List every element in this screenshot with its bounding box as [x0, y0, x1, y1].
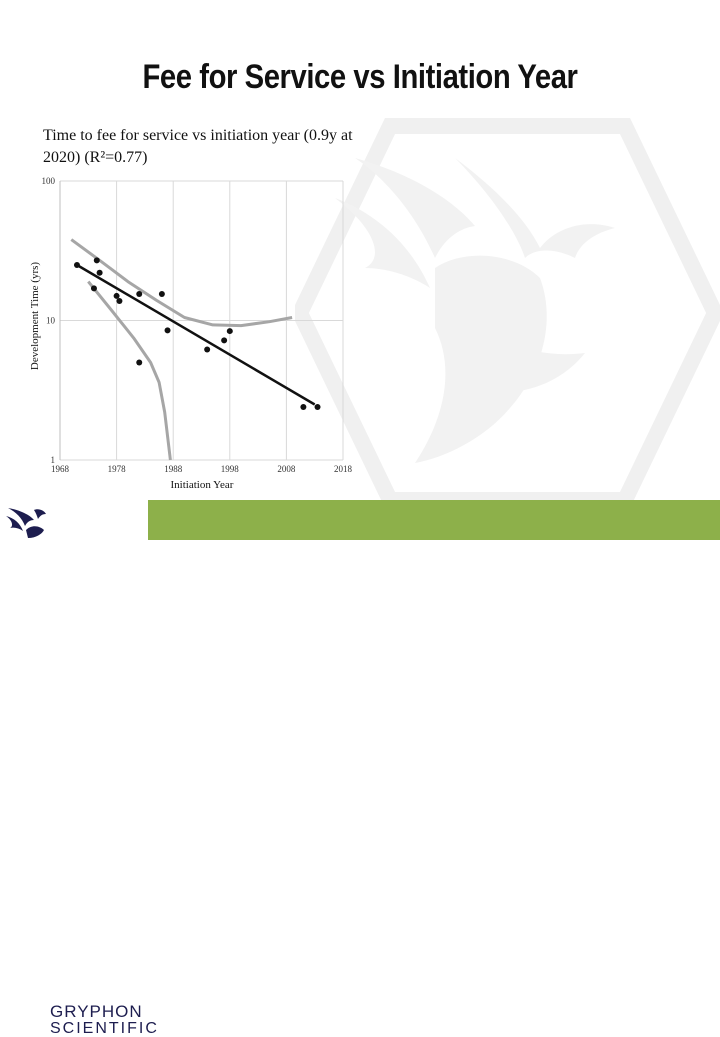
data-point	[314, 403, 321, 410]
trend-line-path	[76, 263, 316, 406]
chart-title: Time to fee for service vs initiation ye…	[43, 127, 353, 166]
gryphon-icon	[6, 508, 46, 538]
data-point	[93, 257, 100, 264]
data-point	[158, 290, 165, 297]
trend-line	[76, 263, 316, 406]
y-tick-label: 10	[46, 316, 56, 326]
confidence-bands	[70, 238, 293, 461]
y-tick-label: 1	[51, 455, 56, 465]
x-tick-label: 2018	[334, 464, 353, 474]
data-point	[90, 285, 97, 292]
data-point	[164, 327, 171, 334]
data-point	[113, 292, 120, 299]
slide-title: Fee for Service vs Initiation Year	[142, 58, 578, 96]
data-point	[136, 290, 143, 297]
data-point	[116, 297, 123, 304]
y-tick-label: 100	[42, 176, 56, 186]
logo-subtitle: SCIENTIFIC	[50, 1020, 159, 1037]
x-tick-label: 2008	[277, 464, 296, 474]
data-point	[96, 269, 103, 276]
x-tick-label: 1978	[108, 464, 127, 474]
logo-name: GRYPHON	[50, 1002, 143, 1021]
x-tick-label: 1988	[164, 464, 183, 474]
data-point	[226, 328, 233, 335]
x-axis-label: Initiation Year	[171, 479, 234, 491]
y-axis-label: Development Time (yrs)	[29, 262, 41, 370]
logo: GRYPHON SCIENTIFIC	[0, 500, 157, 1037]
x-tick-label: 1998	[221, 464, 240, 474]
scatter-chart: 1968 1978 1988 1998 2008 2018 1 10 100 Developme…	[29, 176, 353, 491]
lower-confidence-band	[87, 280, 172, 461]
axis-ticks: 1968 1978 1988 1998 2008 2018 1 10 100	[42, 176, 353, 474]
data-point	[300, 403, 307, 410]
data-points	[73, 257, 321, 410]
upper-confidence-band	[70, 238, 293, 328]
data-point	[204, 346, 211, 353]
data-point	[136, 359, 143, 366]
data-point	[221, 337, 228, 344]
x-tick-label: 1968	[51, 464, 70, 474]
grid-lines	[59, 180, 344, 461]
data-point	[73, 261, 80, 268]
